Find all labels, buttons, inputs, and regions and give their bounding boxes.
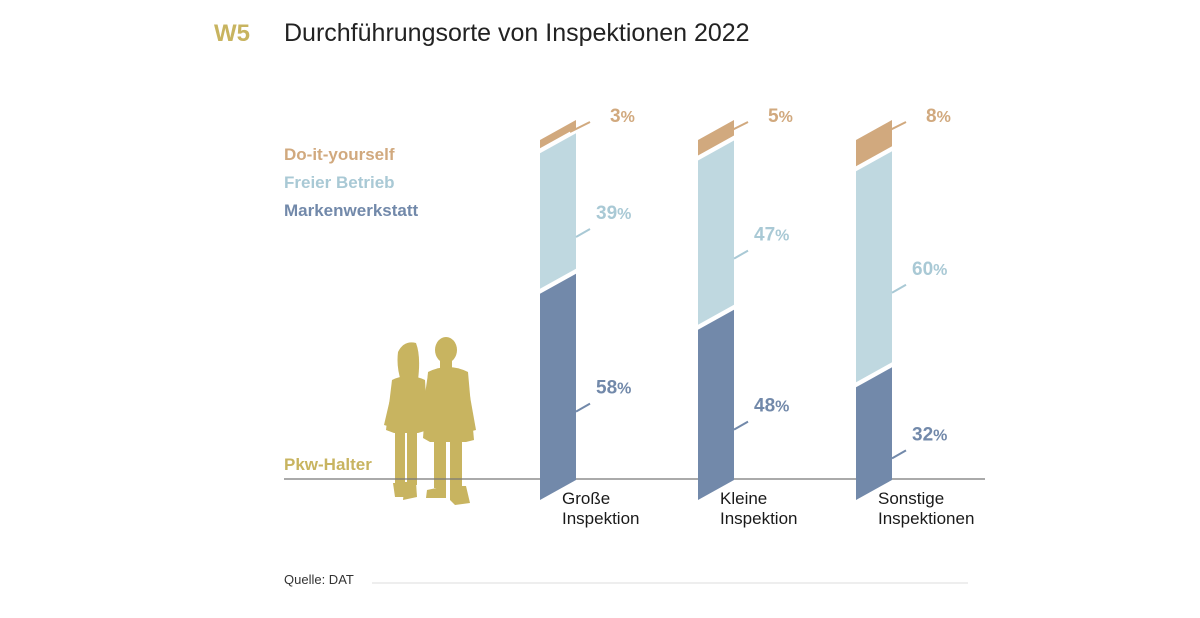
bar-segment-kleine-inspektion-markenwerkstatt (698, 309, 734, 500)
connector-gro-e-inspektion-freier-betrieb (575, 228, 591, 238)
connector-sonstige-inspektionen-freier-betrieb (891, 283, 907, 294)
connector-kleine-inspektion-markenwerkstatt (733, 420, 749, 431)
connector-kleine-inspektion-freier-betrieb (733, 249, 749, 260)
woman-silhouette-icon (384, 342, 432, 500)
bar-segment-gro-e-inspektion-freier-betrieb (540, 133, 576, 289)
category-label-gro-e-inspektion: Große Inspektion (562, 489, 640, 528)
bar-segment-sonstige-inspektionen-freier-betrieb (856, 151, 892, 383)
source-note: Quelle: DAT (284, 572, 354, 587)
value-label-sonstige-inspektionen-markenwerkstatt: 32% (912, 424, 947, 445)
bar-segment-sonstige-inspektionen-do-it-yourself (856, 120, 892, 167)
connector-kleine-inspektion-do-it-yourself (727, 121, 749, 133)
legend-entry-freier-betrieb: Freier Betrieb (284, 173, 395, 192)
chart-title: Durchführungsorte von Inspektionen 2022 (284, 19, 750, 47)
value-label-kleine-inspektion-markenwerkstatt: 48% (754, 396, 789, 417)
value-label-kleine-inspektion-freier-betrieb: 47% (754, 225, 789, 246)
category-label-kleine-inspektion: Kleine Inspektion (720, 489, 798, 528)
bar-segment-gro-e-inspektion-do-it-yourself (540, 120, 576, 149)
category-label-sonstige-inspektionen: Sonstige Inspektionen (878, 489, 974, 528)
value-label-sonstige-inspektionen-freier-betrieb: 60% (912, 259, 947, 280)
bars (540, 120, 892, 500)
legend-entry-do-it-yourself: Do-it-yourself (284, 145, 395, 164)
connector-gro-e-inspektion-do-it-yourself (569, 121, 591, 133)
value-label-sonstige-inspektionen-do-it-yourself: 8% (926, 106, 951, 127)
man-silhouette-icon (420, 337, 476, 505)
bar-segment-kleine-inspektion-do-it-yourself (698, 120, 734, 156)
connector-sonstige-inspektionen-do-it-yourself (885, 121, 907, 133)
value-label-gro-e-inspektion-freier-betrieb: 39% (596, 203, 631, 224)
bar-segment-sonstige-inspektionen-markenwerkstatt (856, 367, 892, 500)
connector-gro-e-inspektion-markenwerkstatt (575, 402, 591, 413)
bar-segment-kleine-inspektion-freier-betrieb (698, 140, 734, 325)
pkw-halter-label: Pkw-Halter (284, 455, 372, 474)
figure-number: W5 (214, 20, 250, 47)
legend-entry-markenwerkstatt: Markenwerkstatt (284, 201, 419, 220)
value-label-kleine-inspektion-do-it-yourself: 5% (768, 106, 793, 127)
value-label-gro-e-inspektion-markenwerkstatt: 58% (596, 378, 631, 399)
labels: 58% 39% 3% Große Inspektion 48% 47% 5% Kleine Ins… (562, 106, 974, 528)
connector-sonstige-inspektionen-markenwerkstatt (891, 449, 907, 460)
people-silhouette-icon (384, 337, 476, 505)
bar-segment-gro-e-inspektion-markenwerkstatt (540, 273, 576, 500)
value-label-gro-e-inspektion-do-it-yourself: 3% (610, 106, 635, 127)
